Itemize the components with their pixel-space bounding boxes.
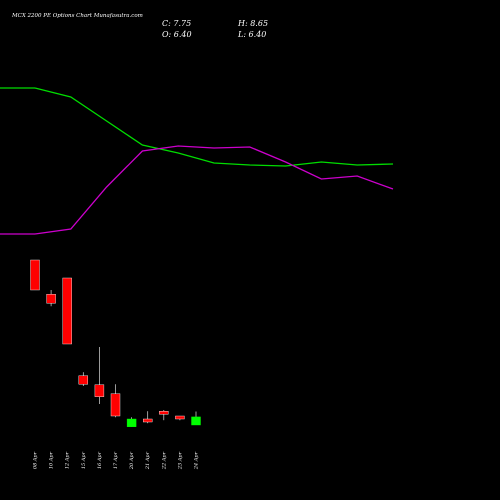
candle-body [30, 259, 40, 291]
candle-body [46, 294, 56, 304]
x-tick-label: 10 Apr [49, 451, 55, 469]
x-tick-label: 21 Apr [145, 451, 151, 470]
candle-body [110, 393, 121, 417]
series-line [34, 145, 394, 235]
high-text: H: 8.65 [237, 19, 268, 28]
x-tick-label: 12 Apr [65, 451, 71, 469]
x-tick-label: 22 Apr [161, 451, 167, 470]
candle-body [175, 415, 185, 420]
candle-body [94, 384, 105, 397]
x-tick-label: 23 Apr [177, 451, 183, 470]
open-text: O: 6.40 [162, 30, 192, 39]
series-line [34, 87, 394, 167]
chart-title: MCX 2200 PE Options Chart Munafasutra.co… [11, 13, 143, 19]
candle-body [126, 418, 137, 428]
candle-body [159, 411, 169, 415]
x-tick-label: 08 Apr [33, 451, 39, 469]
x-tick-label: 20 Apr [129, 451, 135, 470]
candle-body [62, 277, 72, 345]
x-tick-label: 15 Apr [81, 451, 87, 469]
candle-body [191, 416, 201, 426]
low-text: L: 6.40 [237, 30, 266, 39]
x-tick-label: 16 Apr [97, 451, 103, 469]
x-tick-label: 24 Apr [194, 451, 200, 470]
x-tick-label: 17 Apr [113, 451, 119, 469]
close-text: C: 7.75 [162, 19, 191, 28]
candle-body [78, 375, 89, 385]
candle-body [142, 418, 153, 423]
